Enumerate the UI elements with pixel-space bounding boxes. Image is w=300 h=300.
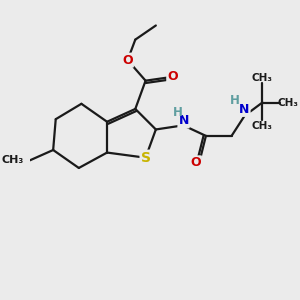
Text: CH₃: CH₃ bbox=[277, 98, 298, 107]
Text: O: O bbox=[167, 70, 178, 83]
Text: CH₃: CH₃ bbox=[2, 155, 24, 165]
Text: N: N bbox=[178, 115, 189, 128]
Text: CH₃: CH₃ bbox=[252, 73, 273, 83]
Text: O: O bbox=[122, 54, 133, 67]
Text: H: H bbox=[173, 106, 183, 119]
Text: N: N bbox=[239, 103, 250, 116]
Text: H: H bbox=[230, 94, 240, 107]
Text: CH₃: CH₃ bbox=[252, 121, 273, 130]
Text: S: S bbox=[141, 151, 151, 165]
Text: O: O bbox=[190, 156, 201, 169]
